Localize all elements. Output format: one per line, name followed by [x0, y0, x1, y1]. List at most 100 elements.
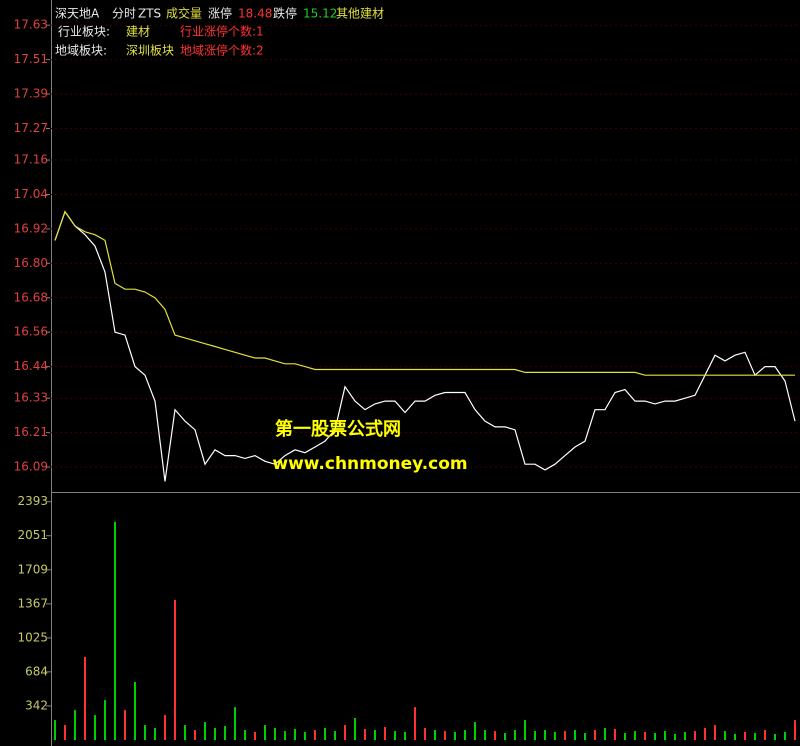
volume-bar [134, 681, 136, 740]
y-tick-label: 16.68 [14, 290, 48, 304]
volume-bar [574, 730, 576, 740]
volume-bar [554, 732, 556, 740]
volume-bar [284, 731, 286, 740]
limit-up-label: 涨停 [208, 6, 232, 21]
volume-bar [624, 733, 626, 740]
region-count: 地域涨停个数:2 [180, 43, 264, 58]
volume-bar [254, 732, 256, 740]
volume-bar [224, 726, 226, 740]
volume-bar [774, 734, 776, 740]
sector: 其他建材 [336, 7, 384, 21]
volume-bar [534, 731, 536, 740]
volume-bar [84, 656, 86, 740]
volume-bar [274, 728, 276, 740]
volume-bar [244, 730, 246, 740]
volume-bar [184, 725, 186, 740]
watermark-title: 第一股票公式网 [275, 418, 401, 440]
y-tick-label: 1709 [17, 562, 48, 576]
y-tick-label: 16.92 [14, 221, 48, 235]
volume-bar [404, 732, 406, 740]
volume-bar [374, 730, 376, 740]
y-tick-label: 17.51 [14, 52, 48, 66]
volume-bar [564, 731, 566, 740]
volume-bar [634, 731, 636, 740]
volume-bar [694, 731, 696, 740]
stock-name: 深天地A [55, 7, 100, 21]
volume-bar [794, 720, 796, 740]
volume-bar [434, 730, 436, 740]
volume-bar [364, 729, 366, 740]
volume-bar [104, 700, 106, 740]
watermark-url: www.chnmoney.com [272, 454, 467, 474]
volume-bar [234, 707, 236, 740]
volume-bar [714, 725, 716, 740]
volume-bar [584, 733, 586, 740]
volume-bar [294, 729, 296, 740]
volume-bar [664, 731, 666, 740]
industry-count: 行业涨停个数:1 [180, 24, 264, 39]
limit-up: 18.48 [238, 7, 272, 21]
volume-bar [684, 732, 686, 740]
volume-bar [314, 730, 316, 740]
volume-label: 成交量 [166, 6, 202, 21]
volume-bar [114, 521, 116, 740]
y-tick-label: 16.44 [14, 359, 48, 373]
y-tick-label: 16.80 [14, 256, 48, 270]
volume-bar [424, 728, 426, 740]
volume-bar [344, 725, 346, 740]
volume-bar [484, 730, 486, 740]
volume-bar [354, 718, 356, 740]
volume-bar [444, 731, 446, 740]
volume-bar [414, 707, 416, 740]
volume-bar [64, 725, 66, 740]
volume-bar [594, 730, 596, 740]
volume-bar [674, 734, 676, 740]
y-tick-label: 1367 [17, 596, 48, 610]
volume-bar [764, 730, 766, 740]
volume-bar [504, 733, 506, 740]
volume-bar [454, 732, 456, 740]
volume-bar [544, 730, 546, 740]
y-tick-label: 342 [25, 698, 48, 712]
region-label: 地域板块: [55, 44, 107, 58]
volume-bar [644, 732, 646, 740]
volume-bar [214, 728, 216, 740]
y-tick-label: 684 [25, 664, 48, 678]
volume-bar [474, 722, 476, 740]
y-tick-label: 17.16 [14, 153, 48, 167]
mode: 分时 [112, 7, 136, 21]
volume-bar [334, 731, 336, 740]
volume-bar [654, 733, 656, 740]
y-tick-label: 16.56 [14, 325, 48, 339]
plot: 17.63 17.51 17.39 17.27 17.16 17.04 16.92 16.80… [14, 18, 800, 740]
volume-bar [394, 731, 396, 740]
volume-bar [464, 730, 466, 740]
volume-bar [494, 731, 496, 740]
y-tick-label: 16.33 [14, 391, 48, 405]
volume-bar [194, 730, 196, 740]
volume-bar [524, 720, 526, 740]
volume-bar [304, 732, 306, 740]
volume-bar [384, 727, 386, 740]
limit-down: 15.12 [303, 7, 337, 21]
volume-bar [174, 599, 176, 740]
industry: 建材 [126, 25, 150, 39]
volume-bar [164, 715, 166, 740]
y-tick-label: 17.39 [14, 87, 48, 101]
volume-bar [54, 720, 56, 740]
y-tick-label: 17.27 [14, 121, 48, 135]
volume-bar [514, 730, 516, 740]
y-tick-label: 2051 [17, 528, 48, 542]
y-tick-label: 17.04 [14, 187, 48, 201]
volume-bar [604, 728, 606, 740]
y-tick-label: 16.09 [14, 460, 48, 474]
indicator: ZTS [138, 7, 161, 21]
volume-bar [144, 725, 146, 740]
volume-bar [754, 733, 756, 740]
region: 深圳板块 [126, 44, 174, 58]
price-line [54, 210, 796, 482]
limit-down-label: 跌停 [273, 6, 297, 21]
volume-bar [744, 732, 746, 740]
